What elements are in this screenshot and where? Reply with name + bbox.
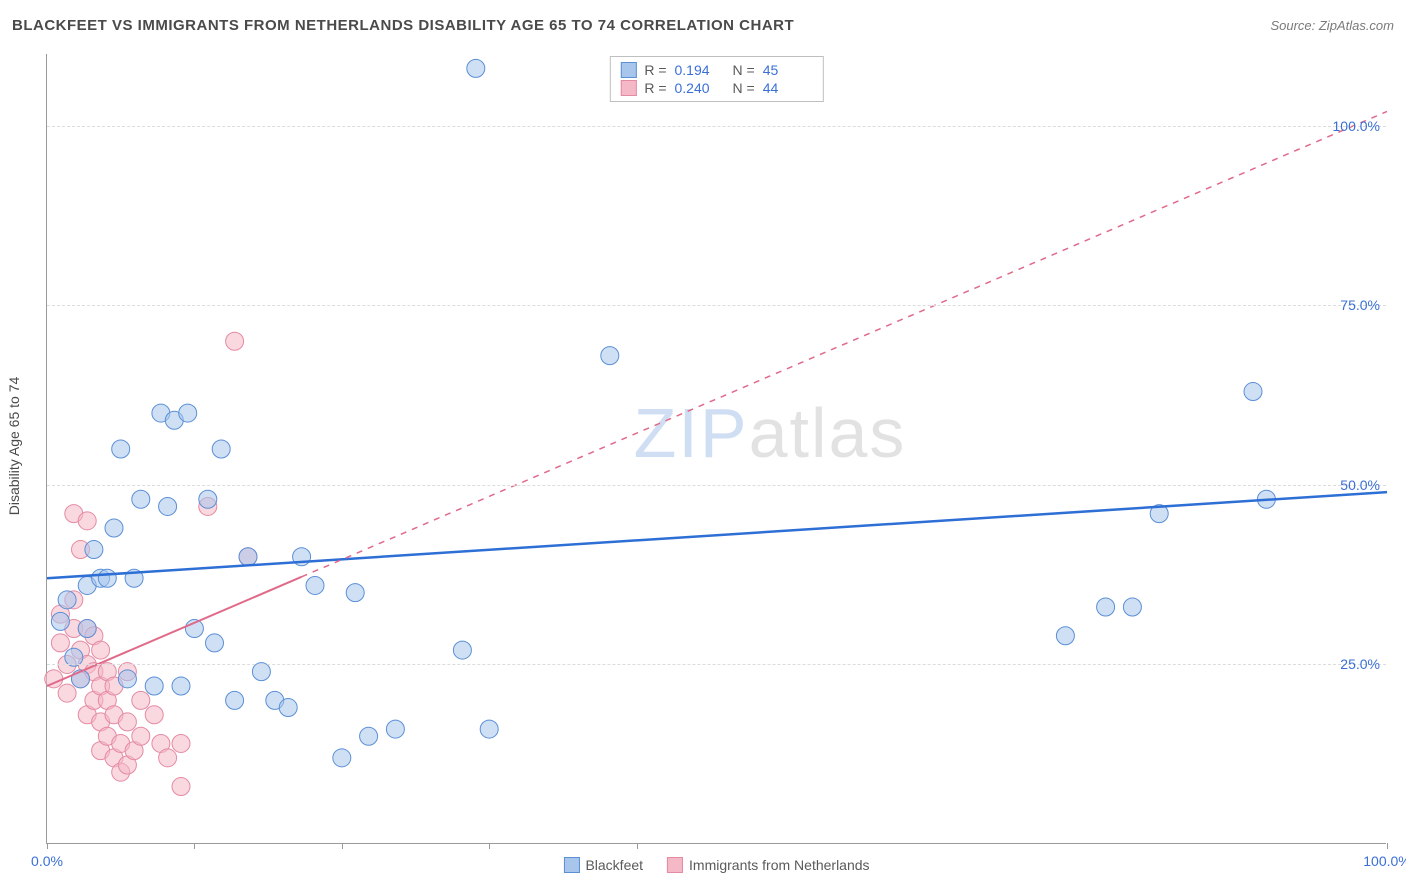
data-point xyxy=(112,440,130,458)
data-point xyxy=(226,332,244,350)
y-tick-label: 25.0% xyxy=(1340,656,1380,672)
gridline xyxy=(47,485,1386,486)
x-tick-mark xyxy=(637,843,638,849)
y-axis-label: Disability Age 65 to 74 xyxy=(6,377,22,516)
y-tick-label: 100.0% xyxy=(1333,118,1380,134)
data-point xyxy=(51,612,69,630)
data-point xyxy=(333,749,351,767)
data-point xyxy=(58,591,76,609)
data-point xyxy=(58,684,76,702)
chart-title: BLACKFEET VS IMMIGRANTS FROM NETHERLANDS… xyxy=(12,17,794,34)
gridline xyxy=(47,305,1386,306)
x-tick-mark xyxy=(489,843,490,849)
data-point xyxy=(1123,598,1141,616)
data-point xyxy=(1244,383,1262,401)
r-value: 0.240 xyxy=(675,80,725,96)
legend-swatch xyxy=(667,857,683,873)
data-point xyxy=(199,490,217,508)
data-point xyxy=(159,749,177,767)
legend-stats-row: R = 0.240 N = 44 xyxy=(620,79,812,97)
chart-header: BLACKFEET VS IMMIGRANTS FROM NETHERLANDS… xyxy=(12,10,1394,40)
data-point xyxy=(172,677,190,695)
y-tick-label: 50.0% xyxy=(1340,477,1380,493)
data-point xyxy=(132,490,150,508)
data-point xyxy=(279,699,297,717)
legend-series-item: Immigrants from Netherlands xyxy=(667,857,870,873)
data-point xyxy=(1056,627,1074,645)
n-value: 45 xyxy=(763,62,813,78)
data-point xyxy=(51,634,69,652)
gridline xyxy=(47,126,1386,127)
r-label: R = xyxy=(644,80,666,96)
data-point xyxy=(145,706,163,724)
source-prefix: Source: xyxy=(1270,18,1318,33)
data-point xyxy=(132,727,150,745)
gridline xyxy=(47,664,1386,665)
data-point xyxy=(172,778,190,796)
data-point xyxy=(453,641,471,659)
data-point xyxy=(179,404,197,422)
legend-swatch xyxy=(563,857,579,873)
legend-series-label: Immigrants from Netherlands xyxy=(689,857,870,873)
data-point xyxy=(78,620,96,638)
data-point xyxy=(1097,598,1115,616)
legend-swatch xyxy=(620,62,636,78)
legend-series-item: Blackfeet xyxy=(563,857,643,873)
x-tick-label: 100.0% xyxy=(1363,853,1406,869)
chart-svg xyxy=(47,54,1386,843)
x-tick-mark xyxy=(47,843,48,849)
data-point xyxy=(98,569,116,587)
trend-line xyxy=(47,492,1387,578)
y-tick-label: 75.0% xyxy=(1340,297,1380,313)
plot-area: ZIPatlas R =0.194N =45R =0.240N =44 Blac… xyxy=(46,54,1386,844)
data-point xyxy=(212,440,230,458)
data-point xyxy=(239,548,257,566)
data-point xyxy=(118,670,136,688)
x-tick-mark xyxy=(342,843,343,849)
legend-swatch xyxy=(620,80,636,96)
data-point xyxy=(601,347,619,365)
x-tick-label: 0.0% xyxy=(31,853,63,869)
x-tick-mark xyxy=(1387,843,1388,849)
legend-series-label: Blackfeet xyxy=(585,857,643,873)
r-label: R = xyxy=(644,62,666,78)
data-point xyxy=(206,634,224,652)
legend-series: Blackfeet Immigrants from Netherlands xyxy=(563,857,869,873)
data-point xyxy=(306,576,324,594)
n-value: 44 xyxy=(763,80,813,96)
n-label: N = xyxy=(733,62,755,78)
data-point xyxy=(145,677,163,695)
data-point xyxy=(480,720,498,738)
trend-line-dashed xyxy=(302,111,1387,576)
data-point xyxy=(386,720,404,738)
chart-source: Source: ZipAtlas.com xyxy=(1270,18,1394,33)
source-name: ZipAtlas.com xyxy=(1319,18,1394,33)
data-point xyxy=(467,59,485,77)
r-value: 0.194 xyxy=(675,62,725,78)
n-label: N = xyxy=(733,80,755,96)
data-point xyxy=(132,691,150,709)
legend-stats: R = 0.194 N = 45 R = 0.240 N = 44 xyxy=(609,56,823,102)
data-point xyxy=(159,497,177,515)
data-point xyxy=(92,641,110,659)
data-point xyxy=(226,691,244,709)
x-tick-mark xyxy=(194,843,195,849)
data-point xyxy=(346,584,364,602)
data-point xyxy=(105,519,123,537)
data-point xyxy=(118,713,136,731)
data-point xyxy=(172,734,190,752)
data-point xyxy=(360,727,378,745)
data-point xyxy=(78,512,96,530)
legend-stats-row: R = 0.194 N = 45 xyxy=(620,61,812,79)
data-point xyxy=(85,541,103,559)
